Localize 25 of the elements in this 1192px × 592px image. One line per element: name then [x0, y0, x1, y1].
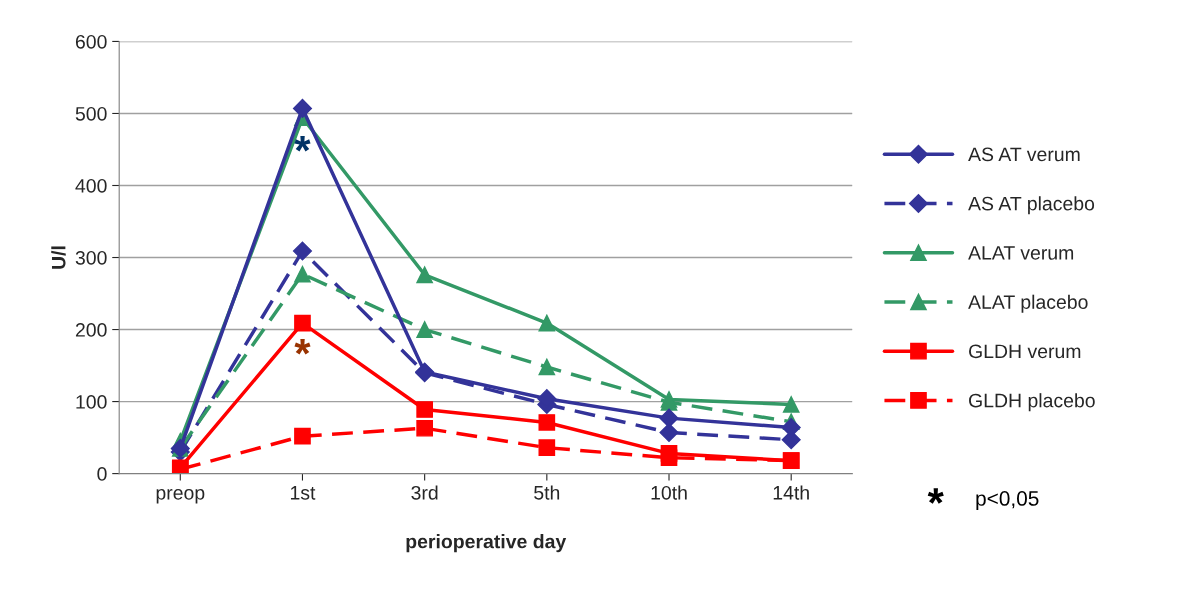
text: p<0,05 [976, 491, 1039, 510]
y-tick-label: 300 [75, 250, 107, 265]
annotation: * [294, 339, 311, 355]
y-tick-label: 200 [75, 323, 107, 337]
x-tick-label: 3rd [411, 485, 438, 500]
x-axis-title: perioperative day [406, 534, 567, 553]
legend-label: AS AT placebo [968, 196, 1095, 215]
y-tick-label: 600 [75, 34, 107, 49]
x-tick-label: 14th [773, 485, 809, 500]
legend-label: GLDH verum [969, 344, 1081, 359]
x-tick-label: preop [156, 489, 205, 504]
legend-label: AS AT verum [968, 147, 1080, 162]
legend-label: ALAT verum [968, 246, 1074, 260]
annotation: * [294, 135, 311, 152]
legend-label: ALAT placebo [968, 294, 1088, 313]
y-tick-label: 100 [76, 395, 107, 409]
legend-label: GLDH placebo [969, 393, 1095, 412]
y-tick-label: 0 [97, 467, 107, 481]
y-axis-title: U/l [51, 246, 66, 269]
x-tick-label: 10th [651, 485, 687, 500]
y-tick-label: 400 [75, 178, 107, 193]
text: * [927, 488, 944, 504]
y-tick-label: 500 [75, 106, 107, 121]
x-tick-label: 1st [290, 486, 316, 500]
x-tick-label: 5th [534, 485, 560, 500]
